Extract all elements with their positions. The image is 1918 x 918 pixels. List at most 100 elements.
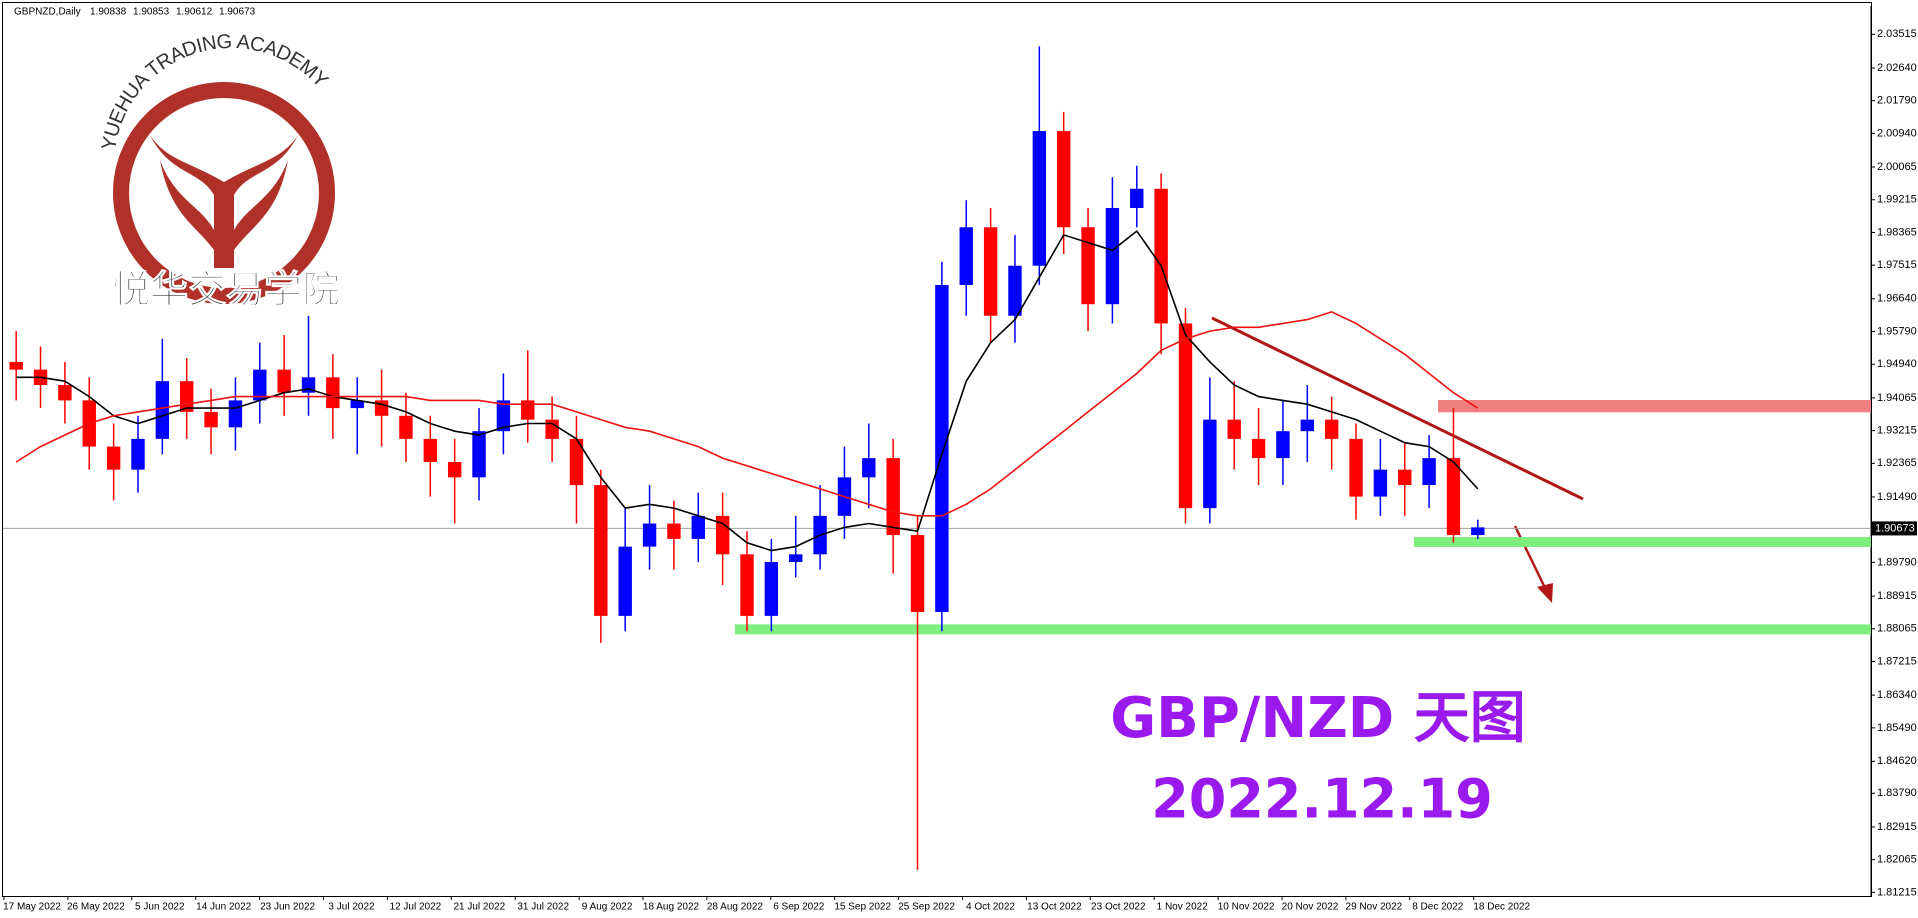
x-tick-label: 13 Oct 2022 xyxy=(1027,902,1082,913)
moving-average xyxy=(16,229,1479,552)
candle-body xyxy=(1203,419,1217,509)
candle-body xyxy=(1032,131,1047,266)
candle-body xyxy=(106,446,121,470)
candle-body xyxy=(1251,438,1266,459)
candle-body xyxy=(1300,419,1314,432)
y-tick-label: 1.92365 xyxy=(1877,457,1917,469)
candle-body xyxy=(910,535,925,613)
x-tick-label: 1 Nov 2022 xyxy=(1157,902,1209,913)
candle-body xyxy=(399,415,413,439)
y-tick-label: 1.84620 xyxy=(1877,755,1917,767)
y-tick-label: 1.85490 xyxy=(1877,722,1917,734)
logo-mark xyxy=(160,160,288,250)
x-tick-label: 8 Dec 2022 xyxy=(1412,902,1464,913)
y-tick-label: 1.97515 xyxy=(1877,259,1917,271)
annotation-title: GBP/NZD 天图 xyxy=(1110,686,1526,751)
candle-body xyxy=(618,546,632,616)
candle-body xyxy=(1081,227,1095,305)
x-tick-label: 17 May 2022 xyxy=(3,902,61,913)
y-tick-label: 1.99215 xyxy=(1877,194,1917,206)
candle-body xyxy=(1130,188,1144,209)
candle-body xyxy=(58,385,72,401)
candle-body xyxy=(1008,265,1022,316)
x-tick-label: 29 Nov 2022 xyxy=(1346,902,1403,913)
candle-body xyxy=(594,485,608,616)
watermark-name: 悦华交易学院 xyxy=(112,268,340,312)
candle-body xyxy=(1276,431,1290,459)
last-bar-value: 1.90853 xyxy=(133,7,170,18)
last-bar: 1.90838 1.90853 1.90612 1.90673 xyxy=(90,7,256,18)
candle-body xyxy=(545,419,559,439)
y-tick-label: 1.94065 xyxy=(1877,392,1917,404)
candle-body xyxy=(983,227,998,316)
x-tick-label: 20 Nov 2022 xyxy=(1282,902,1339,913)
candle-body xyxy=(569,438,584,486)
y-tick-label: 2.00940 xyxy=(1877,127,1917,139)
candle-body xyxy=(1178,323,1193,509)
candle-body xyxy=(1227,419,1241,439)
candle-body xyxy=(155,381,170,439)
y-tick-label: 1.82915 xyxy=(1877,821,1917,833)
y-tick-label: 1.98365 xyxy=(1877,226,1917,238)
candle-body xyxy=(1324,419,1339,439)
candle-body xyxy=(472,431,486,478)
candle-body xyxy=(1154,188,1168,324)
y-tick-label: 1.81215 xyxy=(1877,886,1917,898)
current-price-box xyxy=(1871,521,1917,536)
x-tick-label: 23 Oct 2022 xyxy=(1091,902,1146,913)
x-tick-label: 6 Sep 2022 xyxy=(773,902,825,913)
y-tick-label: 2.03515 xyxy=(1877,28,1917,40)
y-tick-label: 2.02640 xyxy=(1877,62,1917,74)
x-tick-label: 12 Jul 2022 xyxy=(390,902,442,913)
last-bar-value: 1.90673 xyxy=(219,7,256,18)
chart-title: GBPNZD,Daily xyxy=(14,7,81,18)
x-tick-label: 23 Jun 2022 xyxy=(260,902,315,913)
candle-body xyxy=(764,562,779,616)
candle-body xyxy=(1349,438,1363,497)
candle-body xyxy=(959,227,973,285)
resistance-zone xyxy=(1438,400,1871,413)
arrow-head xyxy=(1537,583,1553,603)
candle-body xyxy=(691,515,705,539)
y-tick-label: 2.01790 xyxy=(1877,95,1917,107)
candle-body xyxy=(496,400,511,432)
x-tick-label: 26 May 2022 xyxy=(67,902,125,913)
candle-body xyxy=(886,458,900,536)
candle-body xyxy=(1398,469,1412,486)
x-tick-label: 21 Jul 2022 xyxy=(453,902,505,913)
candle-body xyxy=(350,400,364,409)
candle-body xyxy=(1373,469,1388,497)
x-tick-label: 28 Aug 2022 xyxy=(707,902,764,913)
candle-body xyxy=(447,461,462,478)
logo-mark xyxy=(150,135,298,268)
candle-body xyxy=(131,438,145,470)
candle-body xyxy=(9,361,23,370)
y-tick-label: 1.88065 xyxy=(1877,623,1917,635)
x-tick-label: 3 Jul 2022 xyxy=(328,902,375,913)
candle-body xyxy=(935,284,949,613)
current-price-label: 1.90673 xyxy=(1875,522,1915,534)
x-tick-label: 15 Sep 2022 xyxy=(834,902,891,913)
candle-body xyxy=(204,411,218,428)
x-tick-label: 5 Jun 2022 xyxy=(135,902,185,913)
candle-body xyxy=(1471,527,1485,536)
y-tick-label: 1.93215 xyxy=(1877,425,1917,437)
x-tick-label: 4 Oct 2022 xyxy=(966,902,1015,913)
y-tick-label: 1.94940 xyxy=(1877,358,1917,370)
candle-body xyxy=(1446,458,1461,536)
y-tick-label: 1.96640 xyxy=(1877,293,1917,305)
candle-body xyxy=(740,554,754,616)
x-tick-label: 18 Dec 2022 xyxy=(1473,902,1530,913)
candle-body xyxy=(228,400,243,428)
last-bar-value: 1.90838 xyxy=(90,7,127,18)
x-tick-label: 31 Jul 2022 xyxy=(517,902,569,913)
candle-body xyxy=(642,523,657,547)
y-tick-label: 1.89790 xyxy=(1877,556,1917,568)
candle-body xyxy=(253,369,267,401)
y-tick-label: 1.87215 xyxy=(1877,655,1917,667)
x-tick-label: 25 Sep 2022 xyxy=(898,902,955,913)
candle-body xyxy=(1105,208,1120,305)
candle-body xyxy=(1056,131,1071,228)
